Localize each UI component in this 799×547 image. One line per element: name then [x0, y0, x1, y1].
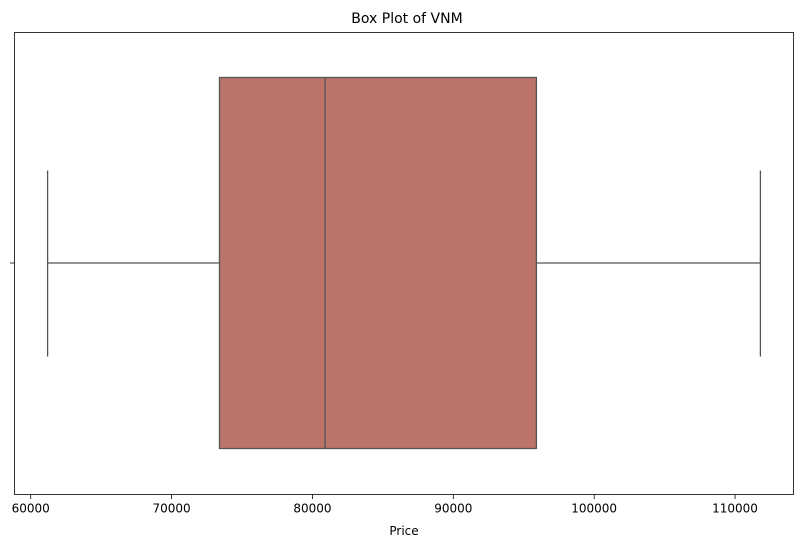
interquartile-box	[218, 76, 538, 450]
chart-title: Box Plot of VNM	[351, 11, 462, 27]
x-tick-label: 100000	[571, 502, 617, 516]
x-tick-label: 80000	[293, 502, 331, 516]
plot-frame	[14, 32, 794, 495]
plot-area	[46, 76, 762, 450]
x-tick-label: 60000	[12, 502, 50, 516]
x-axis: 60000 70000 80000 90000 100000 110000	[12, 494, 758, 516]
x-tick-label: 70000	[152, 502, 190, 516]
x-axis-title: Price	[389, 524, 418, 538]
x-tick-label: 90000	[434, 502, 472, 516]
x-tick-label: 110000	[712, 502, 758, 516]
